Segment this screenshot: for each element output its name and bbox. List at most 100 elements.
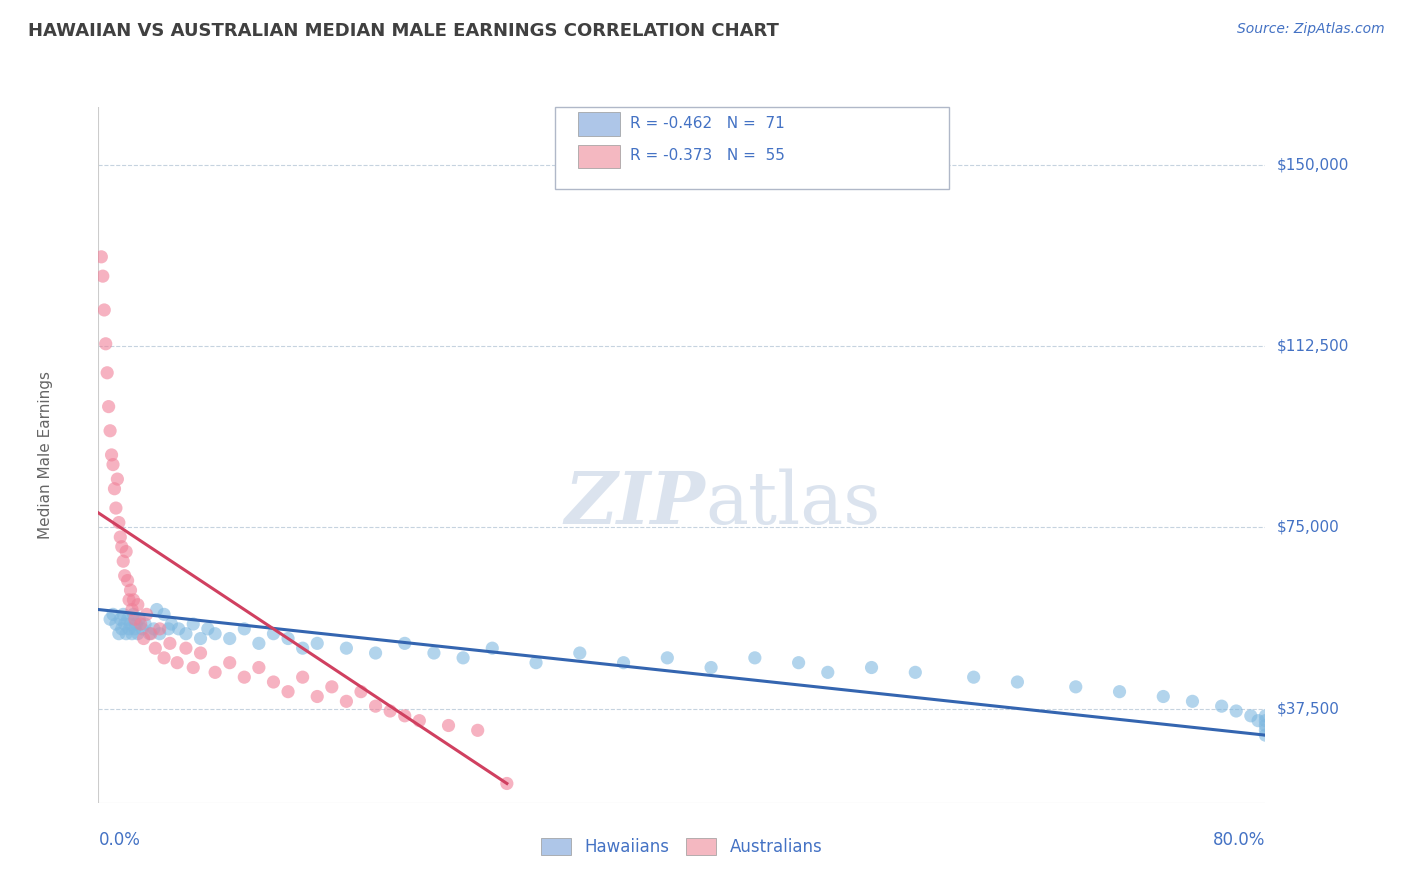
Point [98, 424, 121, 438]
Point [98, 612, 121, 626]
Point [612, 656, 634, 670]
Point [247, 636, 270, 650]
Point [1254, 723, 1277, 738]
Point [335, 694, 357, 708]
Point [118, 592, 141, 607]
Point [437, 718, 460, 732]
Point [124, 622, 146, 636]
Point [233, 670, 256, 684]
Point [335, 641, 357, 656]
Point [110, 530, 132, 544]
Text: $37,500: $37,500 [1277, 701, 1340, 716]
Point [94, 336, 117, 351]
Point [135, 607, 157, 622]
Point [111, 540, 134, 554]
Point [104, 501, 127, 516]
Point [112, 554, 135, 568]
Text: R = -0.462   N =  71: R = -0.462 N = 71 [630, 116, 785, 130]
Point [149, 626, 172, 640]
Text: $150,000: $150,000 [1277, 158, 1348, 172]
Point [153, 607, 176, 622]
Point [378, 704, 402, 718]
Point [125, 617, 148, 632]
Point [181, 660, 204, 674]
Point [1254, 728, 1277, 742]
Point [1181, 694, 1204, 708]
Point [262, 626, 284, 640]
Point [110, 612, 132, 626]
Point [204, 665, 226, 680]
Text: R = -0.373   N =  55: R = -0.373 N = 55 [630, 148, 785, 162]
Point [143, 641, 166, 656]
Point [408, 714, 430, 728]
Text: $112,500: $112,500 [1277, 339, 1348, 354]
Point [117, 612, 139, 626]
Point [218, 656, 240, 670]
Point [568, 646, 591, 660]
Point [451, 651, 474, 665]
Point [100, 448, 122, 462]
Point [120, 617, 142, 632]
Point [277, 684, 299, 698]
Point [467, 723, 489, 738]
Point [139, 626, 162, 640]
Point [114, 617, 136, 632]
Point [860, 660, 883, 674]
Point [108, 516, 131, 530]
Point [1064, 680, 1087, 694]
Point [1254, 714, 1277, 728]
Point [104, 617, 127, 632]
Point [394, 708, 416, 723]
Point [321, 680, 343, 694]
Point [167, 622, 190, 636]
Point [190, 646, 212, 660]
Text: HAWAIIAN VS AUSTRALIAN MEDIAN MALE EARNINGS CORRELATION CHART: HAWAIIAN VS AUSTRALIAN MEDIAN MALE EARNI… [28, 22, 779, 40]
Point [394, 636, 416, 650]
Point [121, 602, 143, 616]
Point [131, 622, 153, 636]
Point [291, 641, 314, 656]
Point [166, 656, 188, 670]
Point [121, 626, 143, 640]
Point [1211, 699, 1233, 714]
Point [134, 617, 156, 632]
Point [1254, 708, 1277, 723]
Point [218, 632, 240, 646]
Point [108, 626, 131, 640]
Point [197, 622, 219, 636]
Point [962, 670, 984, 684]
Point [132, 632, 155, 646]
Point [128, 612, 150, 626]
Point [1152, 690, 1174, 704]
Point [114, 568, 136, 582]
Point [190, 632, 212, 646]
Point [91, 269, 114, 284]
Point [307, 690, 329, 704]
Point [817, 665, 839, 680]
Point [103, 482, 125, 496]
Point [153, 651, 176, 665]
Point [181, 617, 204, 632]
Text: atlas: atlas [706, 468, 880, 539]
Text: Source: ZipAtlas.com: Source: ZipAtlas.com [1237, 22, 1385, 37]
Point [307, 636, 329, 650]
Point [700, 660, 723, 674]
Point [111, 622, 134, 636]
Point [904, 665, 927, 680]
Point [101, 607, 124, 622]
Point [277, 632, 299, 646]
Point [1007, 675, 1029, 690]
Point [174, 641, 197, 656]
Point [524, 656, 547, 670]
Point [423, 646, 446, 660]
Point [262, 675, 284, 690]
Point [90, 250, 112, 264]
Point [129, 617, 152, 632]
Point [364, 646, 387, 660]
Point [247, 660, 270, 674]
Point [97, 400, 120, 414]
Point [117, 574, 139, 588]
Point [105, 472, 128, 486]
Point [146, 602, 169, 616]
Point [160, 617, 183, 632]
